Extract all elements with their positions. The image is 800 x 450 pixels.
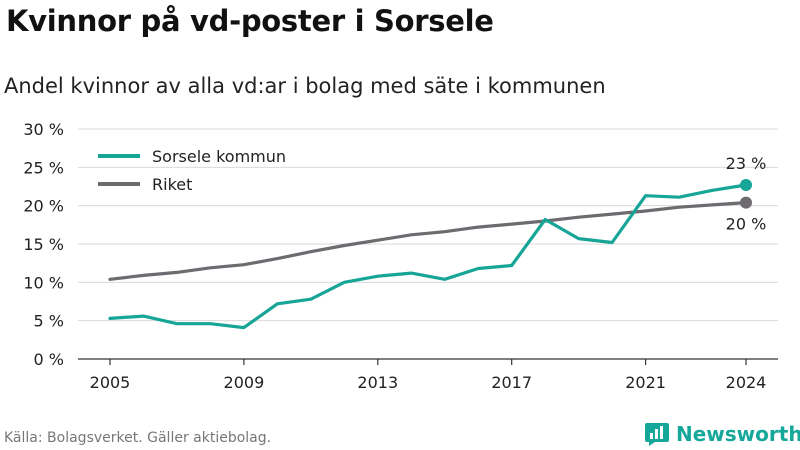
y-tick-label: 25 %	[23, 158, 64, 177]
series-lines: 20 % 23 %	[108, 154, 767, 330]
brand-logo: Newsworthy	[644, 421, 800, 447]
series-end-label: 20 %	[726, 215, 767, 234]
series-end-point	[740, 196, 752, 209]
series-line-riket	[108, 201, 748, 281]
x-tick-label: 2009	[224, 373, 265, 392]
brand-name: Newsworthy	[676, 422, 800, 446]
y-axis-ticks: 0 % 5 % 10 % 15 % 20 % 25 % 30 %	[23, 120, 64, 369]
x-tick-label: 2013	[357, 373, 398, 392]
x-tick-label: 2005	[90, 373, 131, 392]
chart-subtitle: Andel kvinnor av alla vd:ar i bolag med …	[4, 74, 606, 98]
bar-chart-logo-icon	[645, 423, 669, 446]
source-note: Källa: Bolagsverket. Gäller aktiebolag.	[4, 430, 272, 446]
legend-label: Sorsele kommun	[152, 147, 286, 166]
chart-title: Kvinnor på vd-poster i Sorsele	[6, 4, 494, 38]
series-end-point	[740, 178, 752, 191]
y-tick-label: 0 %	[34, 350, 64, 369]
y-tick-label: 5 %	[34, 312, 64, 331]
y-tick-label: 20 %	[23, 197, 64, 216]
series-end-label: 23 %	[726, 154, 767, 173]
x-tick-label: 2021	[625, 373, 666, 392]
y-tick-label: 15 %	[23, 235, 64, 254]
legend-label: Riket	[152, 175, 192, 194]
y-tick-label: 10 %	[23, 273, 64, 292]
x-tick-label: 2024	[726, 373, 767, 392]
grid-lines	[78, 128, 778, 360]
x-tick-label: 2017	[491, 373, 532, 392]
legend: Sorsele kommun Riket	[98, 147, 286, 194]
series-line-sorsele	[108, 183, 748, 330]
y-tick-label: 30 %	[23, 120, 64, 139]
x-axis-ticks: 2005 2009 2013 2017 2021 2024	[90, 359, 767, 392]
